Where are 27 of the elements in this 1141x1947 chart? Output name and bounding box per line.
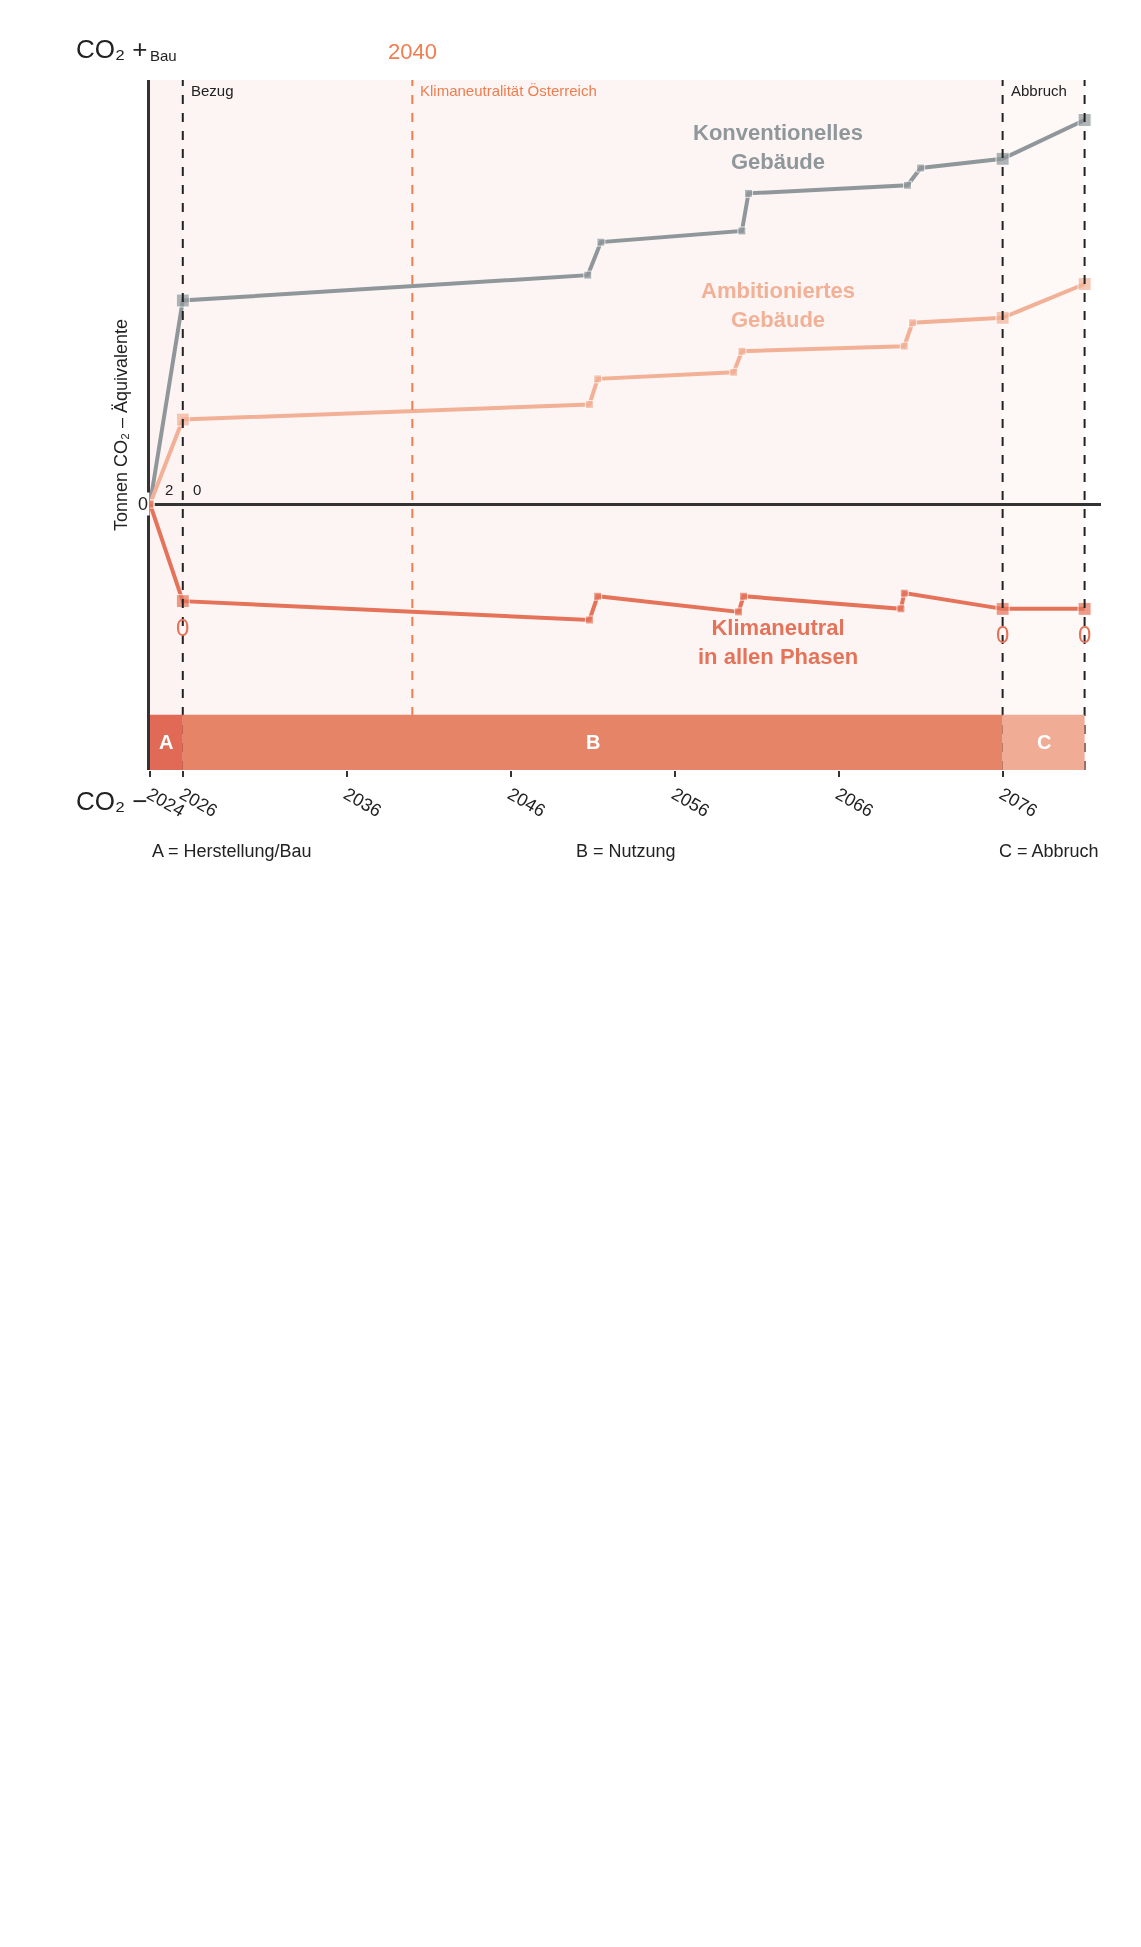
x-tick-label: 2066: [832, 783, 877, 821]
series-label: Klimaneutral in allen Phasen: [698, 615, 859, 669]
text: 0: [138, 494, 149, 514]
band-label: A: [159, 731, 174, 753]
x-tick-label: 2036: [340, 783, 385, 821]
annotation: 2: [165, 481, 174, 498]
ref-line-label: Bezug: [191, 82, 234, 99]
y-axis-title: Tonnen CO₂ – Äquivalente: [111, 318, 132, 532]
annotation: 0: [1078, 621, 1092, 648]
series-label: Ambitioniertes Gebäude: [701, 278, 856, 332]
text: CO₂ +: [76, 34, 148, 64]
text: B = Nutzung: [576, 841, 676, 861]
text: A = Herstellung/Bau: [152, 841, 312, 861]
x-tick-label: 2056: [668, 783, 713, 821]
annotation: 0: [996, 621, 1010, 648]
x-tick-label: 2046: [504, 783, 549, 821]
annotation: 0: [193, 481, 202, 498]
annotation: 0: [176, 614, 190, 641]
text: 2040: [388, 39, 437, 64]
band-label: B: [586, 731, 601, 753]
ref-line-label: Klimaneutralität Österreich: [420, 82, 597, 99]
ref-line-label: Abbruch: [1011, 82, 1067, 99]
text: Bau: [150, 47, 177, 64]
band-label: C: [1037, 731, 1052, 753]
x-tick-label: 2076: [996, 783, 1041, 821]
series-label: Konventionelles Gebäude: [693, 120, 863, 174]
text: C = Abbruch: [999, 841, 1099, 861]
